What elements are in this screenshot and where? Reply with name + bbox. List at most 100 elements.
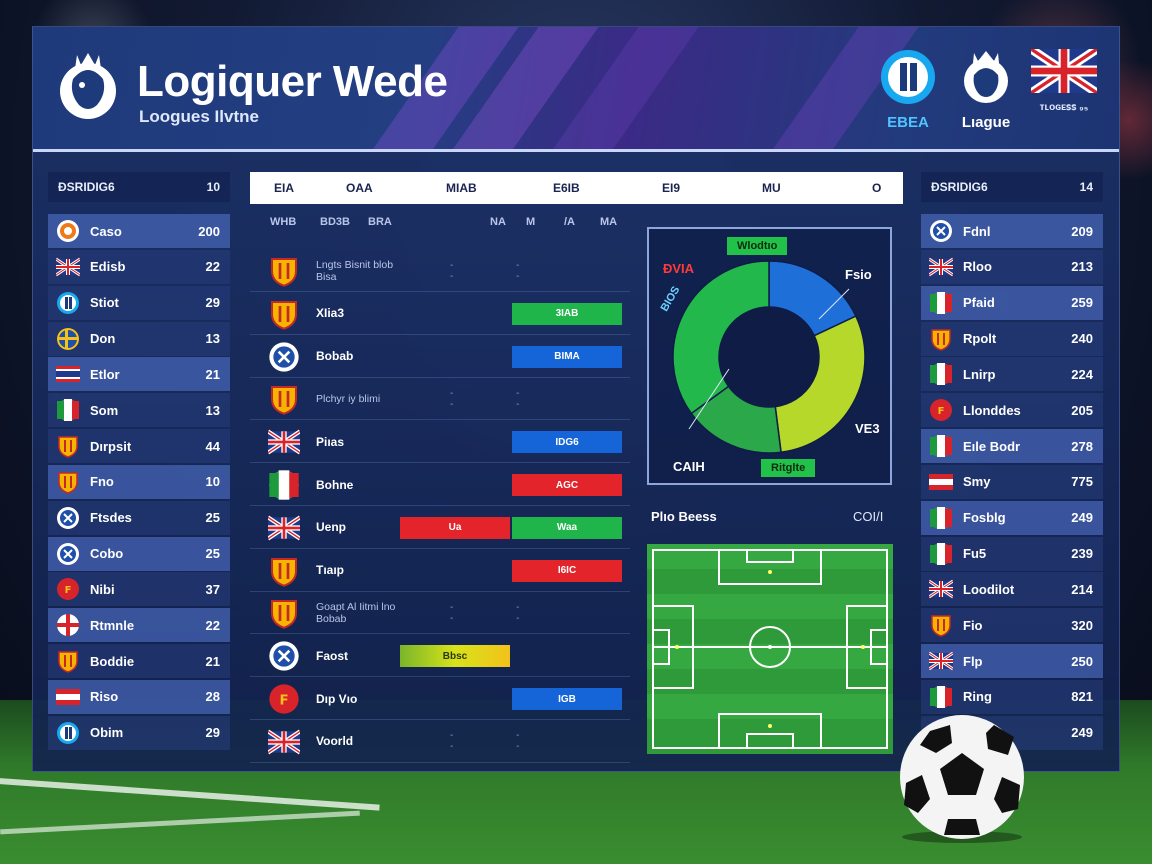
match-team-name: Lngts Bisnit blob Bisa	[316, 258, 394, 283]
standings-row[interactable]: Boddie 21	[48, 644, 230, 679]
brand-league[interactable]: Lıague	[951, 49, 1021, 131]
team-points: 224	[1071, 366, 1093, 382]
standings-row[interactable]: Cobo 25	[48, 536, 230, 571]
red-white-flag-icon	[929, 470, 953, 494]
column-header[interactable]: OAA	[346, 181, 373, 195]
match-row[interactable]: Voorld - - - -	[250, 721, 630, 763]
column-header[interactable]: MU	[762, 181, 781, 195]
svg-text:F: F	[279, 693, 288, 708]
donut-label: ƉVIA	[663, 261, 695, 276]
right-standings-header[interactable]: ƉSRIDIG6 14	[921, 172, 1103, 202]
right-standings: ƉSRIDIG6 14 Fdnl 209 Rloo 213 Pfaid 259 Rpolt 2…	[921, 172, 1103, 752]
stat-bar[interactable]: IGB	[512, 688, 622, 710]
team-points: 213	[1071, 259, 1093, 275]
team-name: Dırpsit	[90, 438, 132, 454]
uk-flag-icon	[928, 255, 954, 279]
stat-bar[interactable]: AGC	[512, 474, 622, 496]
standings-row[interactable]: Ftsdes 25	[48, 500, 230, 535]
standings-row[interactable]: Etlor 21	[48, 357, 230, 392]
team-name: Nibi	[90, 581, 115, 597]
lion-crest-icon	[964, 51, 1008, 103]
standings-row[interactable]: Don 13	[48, 321, 230, 356]
standings-row[interactable]: Dırpsit 44	[48, 429, 230, 464]
yellow-shield-flag-icon	[56, 434, 80, 458]
match-team-name: XIia3	[316, 306, 345, 321]
standings-row[interactable]: Fu5 239	[921, 536, 1103, 571]
standings-row[interactable]: Ring 821	[921, 679, 1103, 714]
match-row[interactable]: F Dıp Vıo IGB	[250, 678, 630, 720]
italy-flag-icon	[929, 542, 953, 566]
stat-bar[interactable]: IDG6	[512, 431, 622, 454]
stat-bar[interactable]: BIMA	[512, 345, 622, 368]
team-points: 214	[1071, 581, 1093, 597]
empty-cells: - - - -	[450, 730, 550, 753]
standings-row[interactable]: Rpolt 240	[921, 321, 1103, 356]
column-header[interactable]: O	[872, 181, 882, 195]
standings-row[interactable]: Caso 200	[48, 214, 230, 248]
match-row[interactable]: XIia3 3IAB	[250, 293, 630, 335]
red-seal-flag-icon: F	[929, 398, 953, 422]
match-row[interactable]: Faost- - - -Bbsc	[250, 635, 630, 678]
yellow-shield-crest-icon	[268, 555, 300, 587]
column-header[interactable]: EI9	[662, 181, 681, 195]
team-name: Smy	[963, 474, 991, 490]
pitch-marking	[0, 810, 360, 835]
formation-pitch[interactable]	[647, 544, 893, 754]
match-row[interactable]: Piıas IDG6	[250, 421, 630, 464]
standings-row[interactable]: Smy 775	[921, 464, 1103, 499]
match-row[interactable]: Bohne AGC	[250, 464, 630, 506]
team-name: Fosblg	[963, 510, 1006, 526]
standings-row[interactable]: Fio 320	[921, 608, 1103, 643]
team-points: 278	[1071, 438, 1093, 454]
dashboard-panel: Logiquer Wede Loogues Ilvtne EBEA Lıague	[32, 26, 1120, 772]
left-standings-header[interactable]: ƉSRIDIG6 10	[48, 172, 230, 202]
match-row[interactable]: Plchyr iy blimi - - - -	[250, 378, 630, 421]
header-value: 10	[206, 180, 220, 194]
match-row[interactable]: Lngts Bisnit blob Bisa - - - -	[250, 250, 630, 292]
brand-label: Lıague	[961, 114, 1011, 131]
stat-bar[interactable]: 3IAB	[512, 302, 622, 325]
standings-row[interactable]: Fno 10	[48, 464, 230, 499]
stat-bar[interactable]: Waa	[512, 516, 622, 539]
sub-column: WHB	[270, 216, 297, 228]
standings-row[interactable]: Obim 29	[48, 715, 230, 750]
team-points: 259	[1071, 295, 1093, 311]
donut-tag-bottom[interactable]: Ritglte	[761, 459, 816, 477]
standings-row[interactable]: Pfaid 259	[921, 285, 1103, 320]
standings-row[interactable]: F Llonddes 205	[921, 393, 1103, 428]
match-row[interactable]: Goapt Al Iitmi lno Bobab - - - -	[250, 592, 630, 635]
standings-row[interactable]: Stiot 29	[48, 285, 230, 320]
standings-row[interactable]: Rtmnle 22	[48, 608, 230, 643]
standings-row[interactable]: Eıle Bodr 278	[921, 429, 1103, 464]
donut-tag-top[interactable]: Wlodtıo	[727, 237, 788, 255]
match-row[interactable]: Bobab BIMA	[250, 336, 630, 378]
stat-bar[interactable]: Bbsc	[400, 645, 510, 668]
sub-column: BRA	[368, 216, 392, 228]
column-header[interactable]: MIAB	[446, 181, 477, 195]
column-header[interactable]: E6IB	[553, 181, 580, 195]
team-name: Fno	[90, 474, 114, 490]
standings-row[interactable]: Fosblg 249	[921, 500, 1103, 535]
standings-row[interactable]: Riso 28	[48, 679, 230, 714]
standings-row[interactable]: Rloo 213	[921, 249, 1103, 284]
team-name: Flp	[963, 653, 983, 669]
match-row[interactable]: Tıaıp I6IC	[250, 550, 630, 592]
standings-row[interactable]: Lnirp 224	[921, 357, 1103, 392]
standings-row[interactable]: Flp 250	[921, 644, 1103, 679]
brand-ebea[interactable]: EBEA	[873, 49, 943, 131]
brand-uk[interactable]: ᴛʟᴏɢᴇꜱꜱ ₉₅	[1028, 45, 1100, 113]
column-header[interactable]: EIA	[274, 181, 295, 195]
thailand-flag-icon	[56, 362, 80, 386]
england-flag-icon	[56, 613, 80, 637]
team-points: 21	[205, 366, 220, 382]
team-name: Eıle Bodr	[963, 438, 1021, 454]
stat-bar[interactable]: Ua	[400, 516, 510, 539]
blue-badge-flag-icon	[56, 291, 80, 315]
standings-row[interactable]: Fdnl 209	[921, 214, 1103, 248]
stat-bar[interactable]: I6IC	[512, 559, 622, 582]
standings-row[interactable]: Som 13	[48, 393, 230, 428]
standings-row[interactable]: F Nibi 37	[48, 572, 230, 607]
standings-row[interactable]: Edisb 22	[48, 249, 230, 284]
standings-row[interactable]: Loodilot 214	[921, 572, 1103, 607]
